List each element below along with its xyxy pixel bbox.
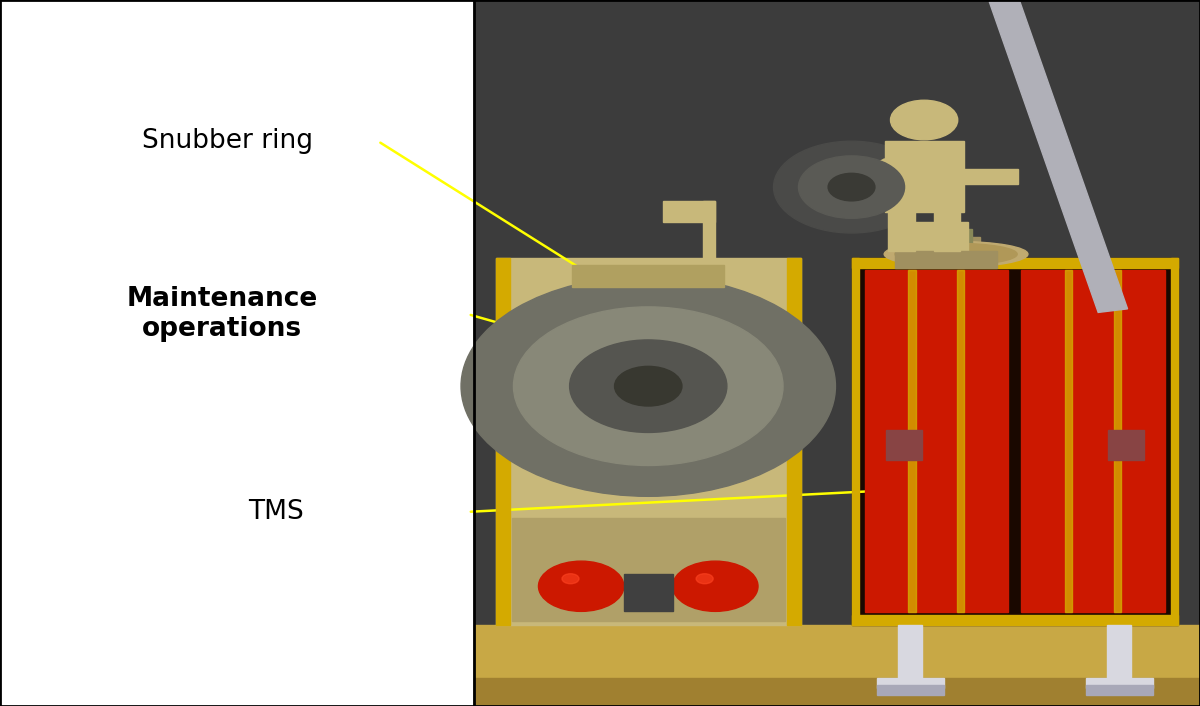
Bar [908,270,916,612]
Bar [852,258,1178,625]
Circle shape [890,100,958,140]
Bar [864,270,1008,612]
Bar [496,258,510,625]
Bar [852,258,859,625]
Circle shape [673,561,758,611]
Bar [703,201,715,258]
Ellipse shape [895,244,1018,265]
Circle shape [461,276,835,496]
Bar [895,251,997,268]
Circle shape [774,141,930,233]
Bar [1114,270,1121,612]
Bar [1108,430,1144,460]
Text: Maintenance
operations: Maintenance operations [126,286,318,342]
Bar [1086,678,1153,688]
Bar [1021,270,1165,612]
Bar [474,625,1200,706]
Bar [1108,625,1132,688]
Bar [886,430,922,460]
Bar [474,678,1200,706]
Bar [1171,258,1178,625]
Bar [941,229,972,265]
Bar [1086,685,1153,695]
Bar [958,270,965,612]
Circle shape [614,366,682,406]
Bar [899,625,923,688]
Circle shape [696,574,713,584]
Circle shape [514,307,784,465]
Bar [664,201,715,222]
Bar [888,212,914,251]
Bar [852,258,1178,268]
Circle shape [562,574,580,584]
Bar [624,574,673,611]
Circle shape [570,340,727,433]
Bar [895,222,967,251]
Ellipse shape [884,241,1028,267]
Bar [512,518,785,621]
Bar [877,685,944,695]
Bar [572,265,725,287]
Bar [1066,270,1073,612]
FancyArrow shape [989,0,1128,313]
Bar [852,615,1178,625]
Bar [474,0,1200,706]
Circle shape [798,156,905,218]
Text: TMS: TMS [248,499,304,525]
Bar [787,258,800,625]
Circle shape [828,173,875,201]
Bar [884,141,964,212]
Polygon shape [846,159,890,191]
Bar [496,258,800,625]
Bar [934,212,960,251]
Circle shape [539,561,624,611]
Bar [877,678,944,688]
Text: Snubber ring: Snubber ring [143,128,313,154]
Bar [0,0,474,706]
Bar [932,237,980,261]
Bar [964,169,1018,184]
